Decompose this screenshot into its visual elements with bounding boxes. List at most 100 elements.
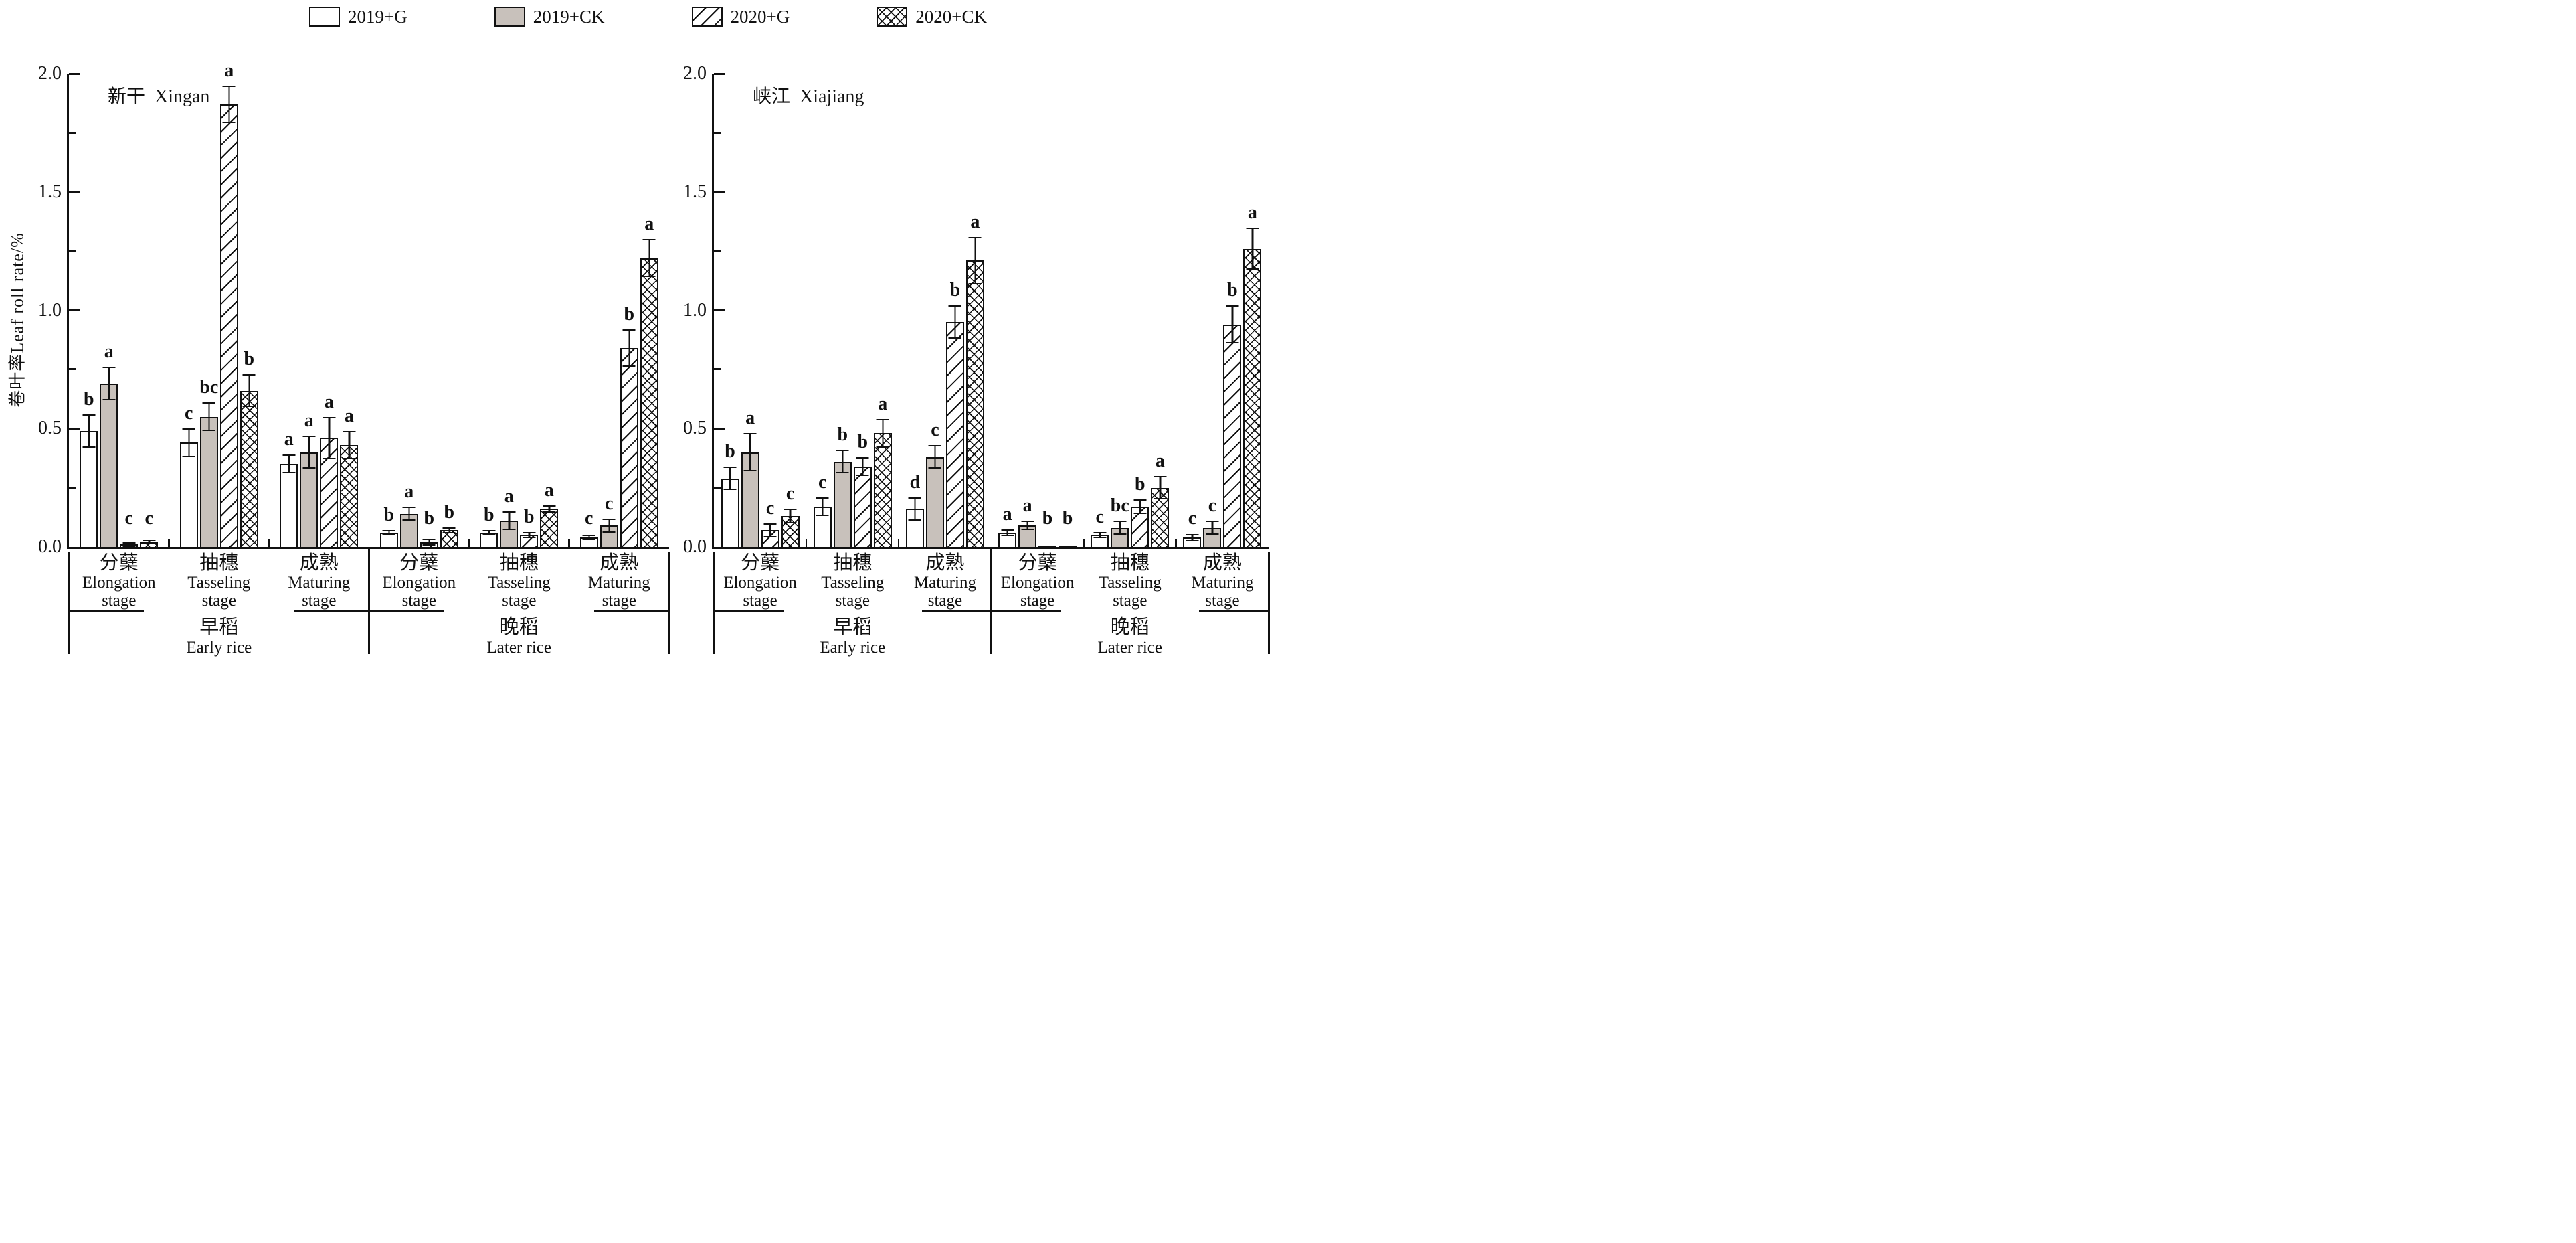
error-bar-stem [1006,530,1008,535]
bar-2020+CK [1243,248,1262,547]
rice-type-label: 晚稻 Later rice [369,616,670,657]
significance-letter: b [483,504,494,525]
significance-letter: b [1042,508,1053,529]
error-bar [323,416,336,460]
error-bar [1113,521,1127,535]
stage-label-en: Tasseling [487,574,551,592]
stage-label-en2: stage [1205,591,1240,610]
error-bar-stem [488,531,490,535]
bar-slot: a [965,74,984,547]
error-bar [1246,227,1259,270]
bar-slot: b [420,74,438,547]
error-bar [1001,529,1014,537]
significance-letter: b [1062,508,1073,529]
bracket-line-right [921,610,992,612]
y-tick [714,368,721,371]
bar-slot: b [520,74,539,547]
error-bar-stem [108,368,110,399]
bar-slot: b [945,74,964,547]
error-bar-stem [328,418,330,459]
rice-bracket-Early-rice: 早稻 Early rice [713,552,992,677]
y-tick [714,131,721,134]
stage-label-en2: stage [302,591,337,610]
significance-letter: a [104,341,114,363]
bar-slot: b [1131,74,1149,547]
bracket-right-tick [1267,552,1270,655]
rice-label-cn: 晚稻 [499,616,539,639]
bar-slot: b [1038,74,1057,547]
bar-slot: b [721,74,739,547]
stage-label-en: Maturing [913,574,976,592]
stage-label-Tasseling: 抽穗 Tasseling stage [169,552,270,610]
stage-label-Maturing: 成熟 Maturing stage [1176,552,1269,610]
error-bar-stem [1139,501,1141,513]
stage-label-cn: 分蘖 [99,552,139,574]
bar-2019+CK [925,457,944,547]
bar-slot: c [179,74,198,547]
significance-letter: a [504,485,514,507]
bar-slot: c [579,74,598,547]
error-bar [382,530,395,535]
x-axis-labels-Xiajiang: 分蘖 Elongation stage 抽穗 Tasseling stage 成熟 Matur… [713,549,1270,677]
plot-outer-Xiajiang: 峡江 Xiajiang b a c c c b b a d c b a a a b b c bc b a c c b a 分蘖 El… [712,39,1270,677]
bar-slot: bc [199,74,218,547]
stage-label-Elongation: 分蘖 Elongation stage [714,552,806,610]
bar-slot: a [500,74,519,547]
error-bar [302,435,316,469]
plot-outer-Xingan: 新干 Xingan b a c c c bc a b a a a a b a b b b a b a c c b a 分蘖 Elon… [67,39,670,677]
error-bar [642,239,656,278]
bar-slot: a [1243,74,1262,547]
significance-letter: b [424,508,435,529]
significance-letter: c [145,508,153,529]
bar-2020+G [1131,506,1149,547]
sections-Xingan: b a c c c bc a b a a a a b a b b b a b a c c b a [69,61,669,647]
error-bar [1093,532,1107,538]
error-bar [422,538,436,546]
hatch-swatch-icon [691,7,723,27]
error-bar [784,509,797,523]
stage-label-cn: 成熟 [925,552,965,574]
bar-2020+G [945,322,964,547]
error-bar-stem [608,519,610,531]
bar-2020+G [620,348,638,547]
rice-label-cn: 早稻 [199,616,239,639]
bar-2019+CK [199,416,218,547]
stage-label-en2: stage [401,591,436,610]
bar-slot: c [120,74,139,547]
stage-label-en2: stage [102,591,136,610]
rice-label-en: Early rice [820,638,886,657]
error-bar [343,430,356,460]
section-Early-rice: b a c c c bc a b a a a a [69,61,369,547]
stage-label-en: Elongation [723,574,797,592]
bar-slot: c [140,74,159,547]
error-bar [1206,521,1219,535]
y-tick [714,250,721,252]
bracket-line-right [1199,610,1269,612]
bar-slot: a [873,74,892,547]
significance-letter: c [1208,495,1217,517]
stage-label-cn: 成熟 [299,552,339,574]
y-axis-tick-labels: 0.0 0.5 1.0 1.5 2.0 [28,63,67,557]
error-bar-stem [228,86,230,122]
stage-label-Tasseling: 抽穗 Tasseling stage [1084,552,1176,610]
stage-label-en2: stage [201,591,236,610]
error-bar-stem [822,498,824,515]
error-bar-stem [548,507,550,511]
y-tick [69,487,76,489]
significance-letter: a [1022,495,1032,517]
error-bar-stem [148,541,150,544]
stage-label-Elongation: 分蘖 Elongation stage [69,552,169,610]
bar-2020+CK [965,260,984,547]
panel-Xingan: 0.0 0.5 1.0 1.5 2.0 新干 Xingan b a c c c bc a b a a a a b a b… [28,39,670,677]
significance-letter: a [304,410,314,431]
error-bar [928,445,941,469]
stage-label-cn: 抽穗 [199,552,239,574]
error-bar-stem [1099,533,1101,537]
error-bar-stem [954,307,956,337]
stage-labels-row: 分蘖 Elongation stage 抽穗 Tasseling stage 成熟 Matur… [69,549,669,610]
stage-label-Tasseling: 抽穗 Tasseling stage [469,552,569,610]
stage-label-cn: 抽穗 [499,552,539,574]
bar-slot: c [1203,74,1222,547]
bracket-line-left [369,610,444,612]
